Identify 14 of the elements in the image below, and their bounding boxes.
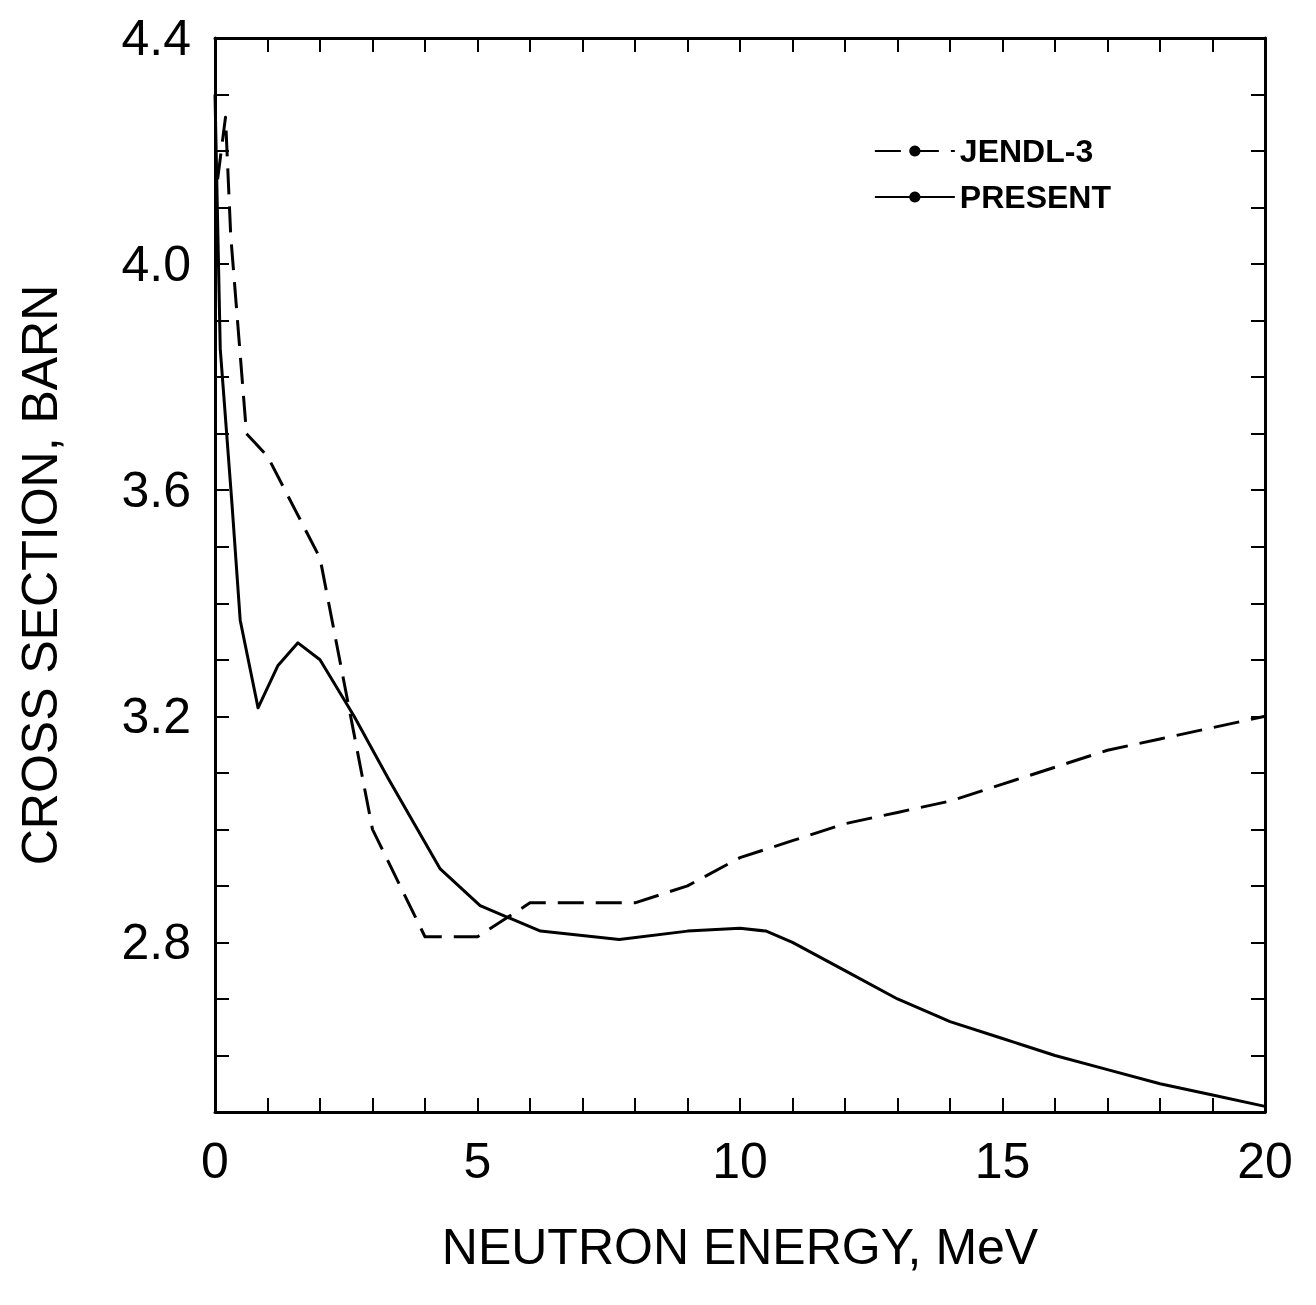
y-tick-label: 3.2 xyxy=(121,688,191,745)
y-tick-label: 4.0 xyxy=(121,236,191,293)
y-tick-label: 4.4 xyxy=(121,10,191,66)
x-tick-label: 20 xyxy=(1237,1133,1293,1189)
x-tick-label: 10 xyxy=(712,1133,768,1189)
x-tick-label: 15 xyxy=(974,1133,1031,1189)
y-axis-title: CROSS SECTION, BARN xyxy=(12,284,68,866)
y-tick-label: 3.6 xyxy=(121,462,191,519)
legend-label: JENDL-3 xyxy=(959,133,1094,169)
x-axis-title: NEUTRON ENERGY, MeV xyxy=(441,1219,1039,1275)
y-tick-label: 2.8 xyxy=(121,914,191,971)
x-tick-label: 0 xyxy=(201,1133,229,1189)
legend-label: PRESENT xyxy=(959,179,1112,215)
x-tick-label: 5 xyxy=(463,1133,492,1189)
